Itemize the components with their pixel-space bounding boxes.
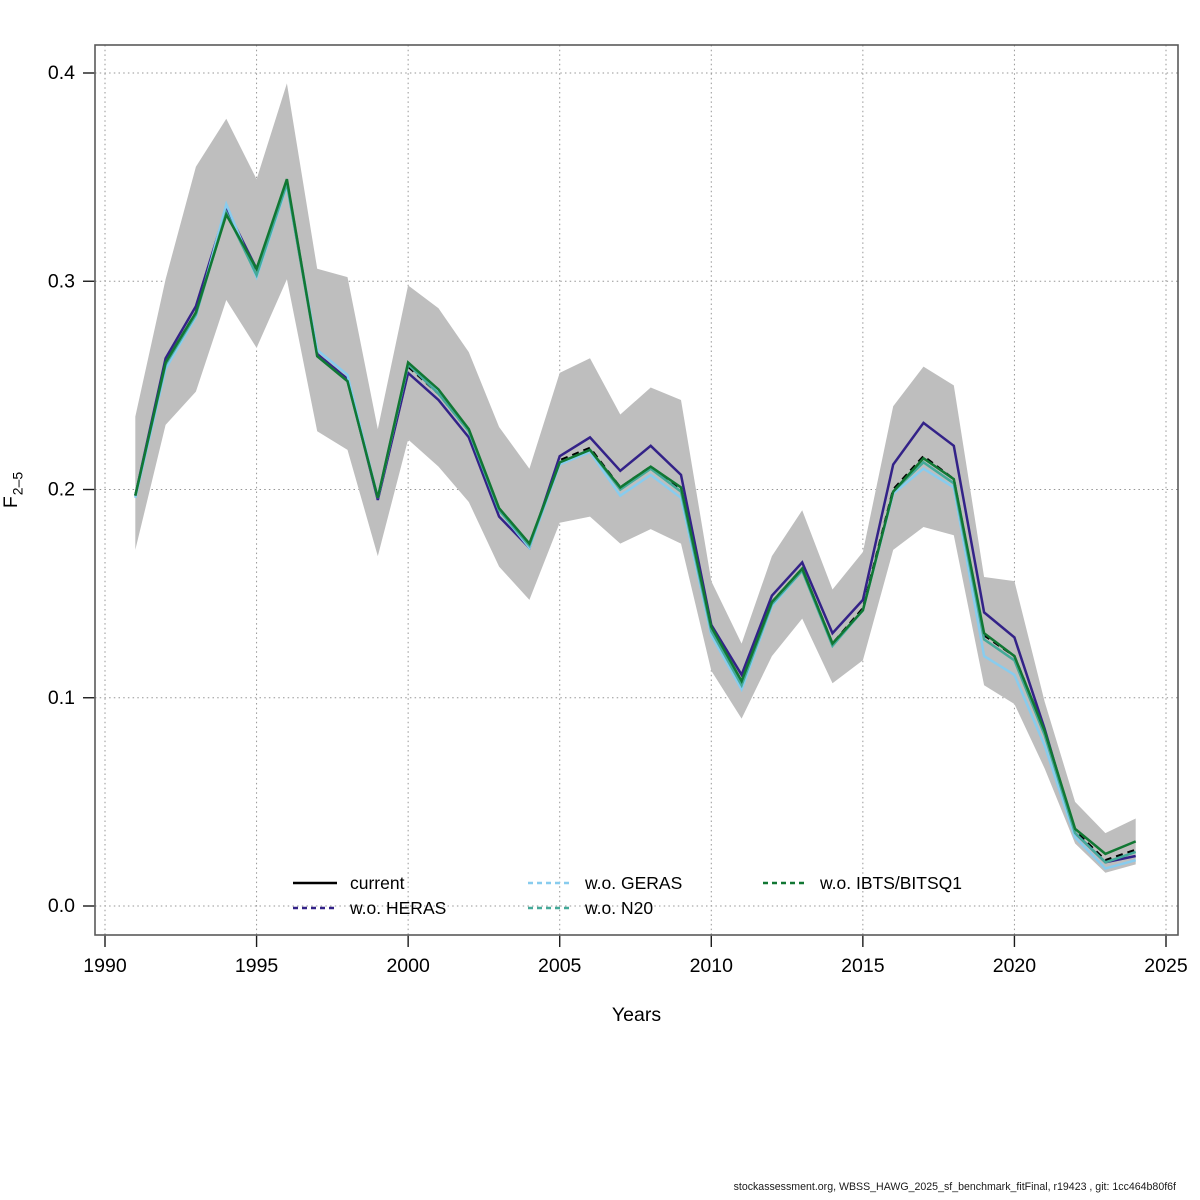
footer-caption: stockassessment.org, WBSS_HAWG_2025_sf_b… <box>733 1181 1176 1193</box>
legend-item-w-o-heras: w.o. HERAS <box>293 898 446 918</box>
y-tick-label-0.0: 0.0 <box>48 895 75 917</box>
y-axis-title-subscript: 2–5 <box>10 472 26 496</box>
y-tick-label-0.2: 0.2 <box>48 479 75 501</box>
y-tick-label-0.1: 0.1 <box>48 687 75 709</box>
x-tick-label-2020: 2020 <box>993 955 1037 977</box>
y-axis-title-base: F <box>0 496 22 508</box>
x-tick-label-2025: 2025 <box>1144 955 1188 977</box>
legend-label: current <box>350 873 405 893</box>
x-tick-label-1995: 1995 <box>235 955 279 977</box>
legend-label: w.o. GERAS <box>584 873 682 893</box>
legend-item-w-o-n20: w.o. N20 <box>528 898 653 918</box>
legend-label: w.o. IBTS/BITSQ1 <box>819 873 962 893</box>
y-axis-title: F2–5 <box>0 472 26 508</box>
y-tick-label-0.3: 0.3 <box>48 270 75 292</box>
x-tick-label-2000: 2000 <box>386 955 430 977</box>
legend-item-w-o-geras: w.o. GERAS <box>528 873 682 893</box>
y-tick-label-0.4: 0.4 <box>48 62 75 84</box>
legend-label: w.o. HERAS <box>349 898 446 918</box>
x-tick-label-2005: 2005 <box>538 955 582 977</box>
x-tick-label-2010: 2010 <box>690 955 734 977</box>
x-tick-label-1990: 1990 <box>83 955 127 977</box>
legend-item-current: current <box>293 873 405 893</box>
x-axis-title: Years <box>612 1004 661 1026</box>
legend-item-w-o-ibts-bitsq1: w.o. IBTS/BITSQ1 <box>763 873 962 893</box>
x-tick-label-2015: 2015 <box>841 955 885 977</box>
legend-label: w.o. N20 <box>584 898 653 918</box>
legend: current w.o. HERAS w.o. GERAS w.o. N20 w.o. … <box>293 873 962 918</box>
plot-frame <box>94 44 1179 936</box>
series-line-w-o-ibts-bitsq1 <box>134 178 1137 856</box>
